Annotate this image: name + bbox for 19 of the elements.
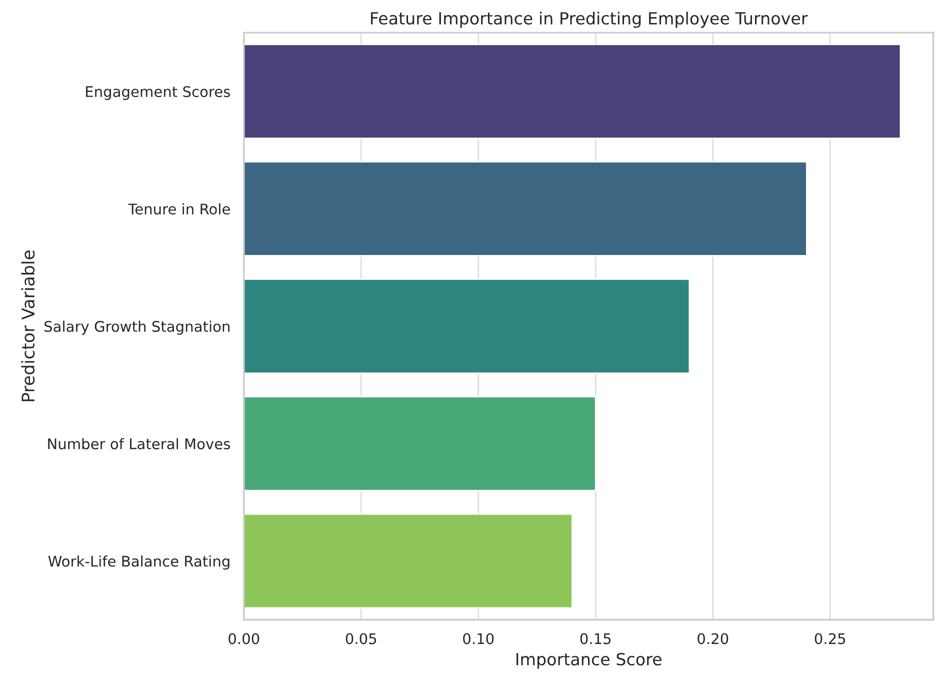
y-axis-title: Predictor Variable (21, 250, 35, 402)
x-tick-label: 0.20 (698, 633, 728, 644)
x-tick-label: 0.25 (814, 633, 846, 644)
chart-title: Feature Importance in Predicting Employee Turnover (371, 12, 808, 28)
bar (244, 161, 808, 256)
bar (244, 396, 596, 492)
x-tick-label: 0.00 (228, 633, 260, 644)
y-tick-label: Work-Life Balance Rating (48, 555, 230, 570)
x-axis-title: Importance Score (516, 652, 662, 669)
bar (244, 44, 902, 140)
y-tick-label: Salary Growth Stagnation (44, 320, 230, 335)
y-tick-label: Engagement Scores (86, 86, 230, 100)
x-tick-label: 0.05 (346, 633, 376, 644)
bar (244, 278, 690, 374)
y-tick-label: Number of Lateral Moves (48, 438, 230, 450)
x-tick-label: 0.15 (580, 633, 611, 644)
bar (244, 513, 573, 609)
y-tick-label: Tenure in Role (128, 203, 230, 215)
x-tick-label: 0.10 (463, 633, 494, 644)
